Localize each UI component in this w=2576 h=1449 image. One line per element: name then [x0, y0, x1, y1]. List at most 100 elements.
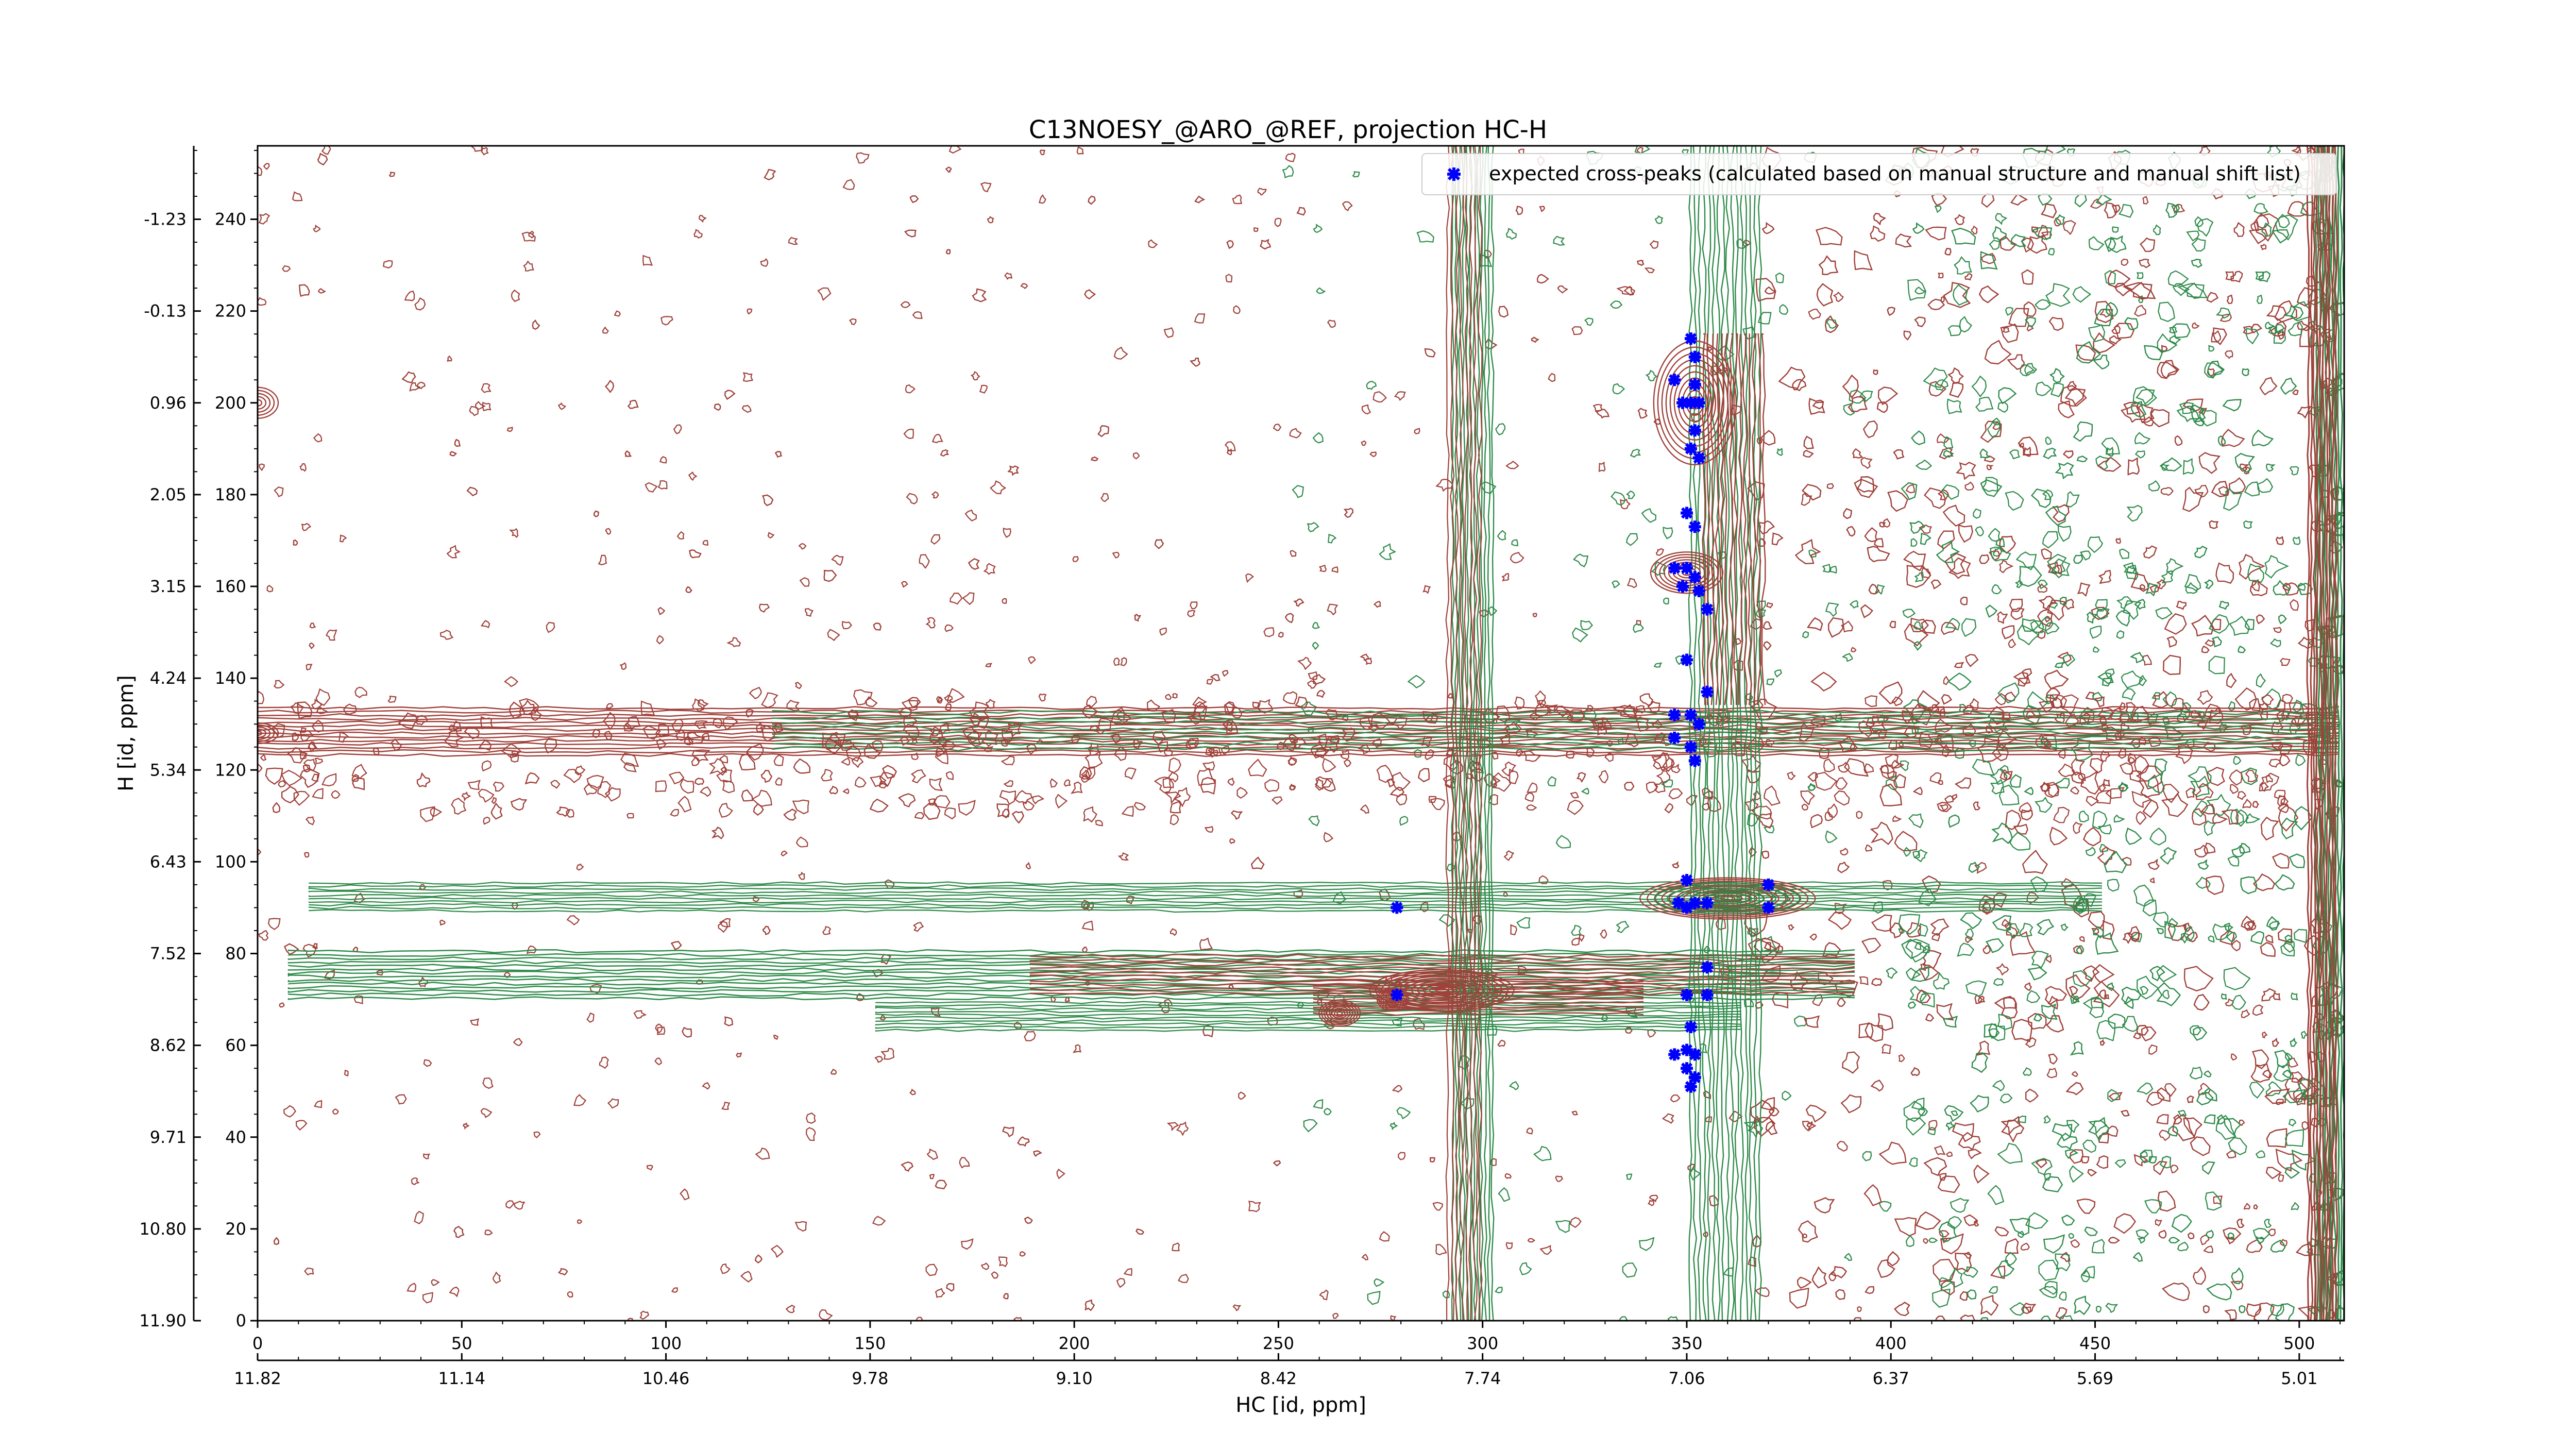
- contour-line: [1824, 811, 1833, 821]
- contour-line: [2027, 967, 2047, 981]
- contour-line: [2065, 713, 2080, 729]
- contour-line: [1086, 696, 1097, 709]
- contour-line: [2006, 926, 2018, 939]
- contour-line: [718, 803, 733, 818]
- contour-line: [1390, 1315, 1397, 1321]
- expected-peak-marker: [1692, 718, 1705, 731]
- contour-line: [1516, 917, 1531, 929]
- contour-line: [684, 736, 694, 746]
- contour-line: [950, 592, 963, 605]
- expected-peak-marker: [1692, 396, 1705, 409]
- contour-line: [1282, 165, 1294, 179]
- contour-line: [1576, 772, 1586, 783]
- contour-line: [2066, 381, 2077, 392]
- contour-line: [1328, 533, 1337, 544]
- contour-line: [1361, 404, 1371, 415]
- contour-line: [1314, 747, 1327, 759]
- contour-line: [1856, 476, 1874, 493]
- contour-line: [1977, 737, 2002, 763]
- contour-line: [2019, 802, 2032, 813]
- contour-line: [2241, 724, 2251, 736]
- contour-line: [2086, 796, 2099, 806]
- contour-line: [984, 746, 994, 752]
- contour-line: [2033, 1013, 2043, 1022]
- contour-line: [2138, 295, 2144, 304]
- contour-line: [946, 1283, 955, 1292]
- contour-line: [2097, 457, 2122, 472]
- contour-line: [509, 701, 522, 719]
- contour-line: [1651, 719, 1663, 729]
- contour-line: [1264, 779, 1279, 793]
- contour-line: [2142, 799, 2159, 818]
- contour-line: [760, 725, 776, 742]
- contour-line: [2044, 1280, 2058, 1295]
- contour-line: [979, 384, 988, 394]
- contour-line: [521, 231, 536, 242]
- contour-line: [2259, 772, 2280, 791]
- contour-line: [1200, 777, 1216, 795]
- contour-line: [657, 606, 666, 615]
- expected-peak-marker: [1681, 901, 1693, 914]
- contour-line: [2127, 925, 2140, 942]
- contour-line: [1327, 319, 1336, 328]
- contour-line: [736, 1052, 742, 1058]
- contour-line: [1943, 676, 1950, 685]
- contour-line: [583, 783, 598, 796]
- contour-line: [1414, 428, 1420, 434]
- contour-line: [2024, 363, 2038, 376]
- contour-line: [2027, 234, 2047, 254]
- contour-line: [1166, 1122, 1179, 1132]
- contour-line: [2275, 214, 2298, 241]
- contour-line: [1004, 272, 1013, 280]
- contour-line: [2020, 809, 2033, 821]
- contour-line: [1422, 711, 1438, 724]
- contour-line: [1273, 1160, 1281, 1167]
- contour-streak: [287, 982, 1855, 986]
- contour-line: [299, 768, 320, 788]
- contour-line: [2274, 300, 2297, 323]
- legend[interactable]: expected cross-peaks (calculated based o…: [1421, 153, 2337, 195]
- contour-line: [1343, 508, 1354, 518]
- contour-line: [1626, 578, 1637, 588]
- contour-line: [2274, 789, 2286, 799]
- contour-line: [2297, 321, 2309, 330]
- contour-line: [2054, 662, 2065, 668]
- contour-line: [546, 621, 555, 633]
- contour-line: [2020, 1242, 2030, 1251]
- contour-line: [2001, 918, 2010, 927]
- contour-line: [1765, 1120, 1778, 1135]
- expected-peak-marker: [1701, 988, 1714, 1001]
- contour-line: [1397, 1152, 1406, 1160]
- y-tick-label: 160: [215, 577, 246, 596]
- contour-line: [557, 402, 567, 410]
- contour-line: [1207, 746, 1222, 757]
- expected-peak-marker: [1684, 332, 1697, 345]
- contour-line: [1954, 256, 1972, 275]
- contour-line: [713, 718, 723, 729]
- contour-line: [1567, 799, 1584, 815]
- contour-line: [2266, 305, 2287, 321]
- contour-line: [2096, 707, 2114, 720]
- contour-line: [1581, 787, 1589, 795]
- contour-line: [2076, 1198, 2096, 1214]
- contour-line: [2331, 1270, 2344, 1286]
- contour-line: [1292, 485, 1304, 498]
- contour-line: [279, 1002, 285, 1008]
- contour-line: [786, 699, 800, 712]
- contour-line: [1801, 493, 1812, 506]
- contour-line: [2086, 611, 2097, 624]
- contour-line: [1798, 1220, 1818, 1243]
- contour-line: [1837, 998, 1846, 1007]
- contour-line: [2144, 345, 2163, 361]
- contour-line: [1001, 738, 1008, 747]
- contour-line: [1878, 731, 1888, 739]
- contour-line: [2272, 853, 2290, 869]
- contour-line: [2255, 1236, 2264, 1245]
- contour-line: [2080, 1266, 2095, 1279]
- contour-line: [1938, 273, 1944, 279]
- contour-line: [2202, 1161, 2215, 1175]
- contour-line: [1379, 543, 1397, 560]
- contour-line: [2273, 580, 2290, 596]
- contour-line: [1994, 693, 2007, 705]
